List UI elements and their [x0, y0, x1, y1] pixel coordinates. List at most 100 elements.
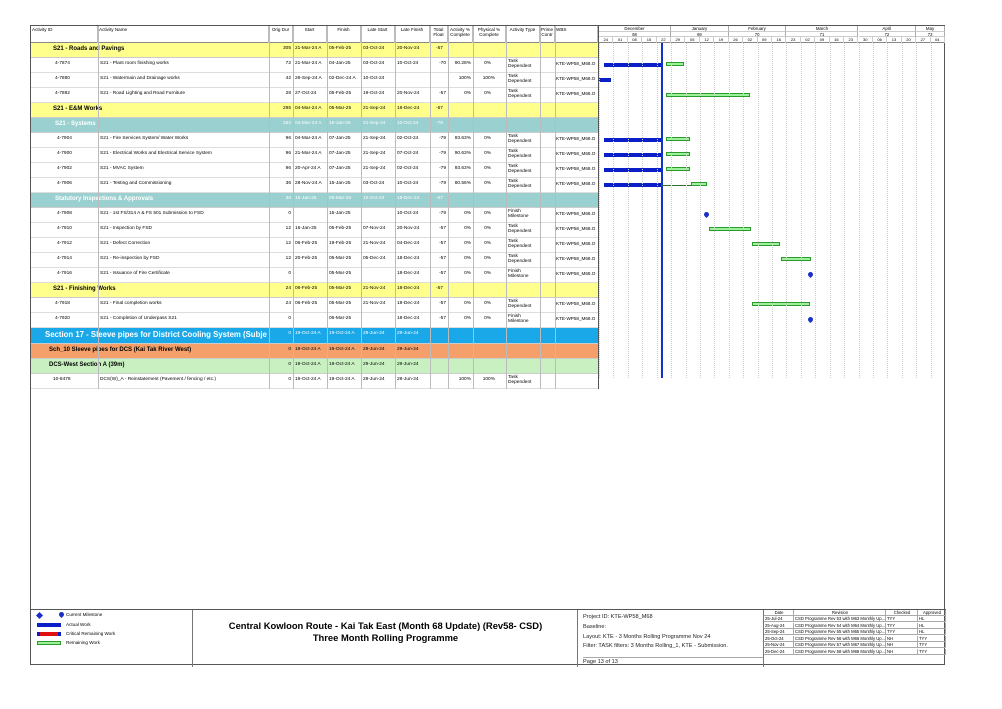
- row-activity-pct: 100%: [458, 377, 471, 382]
- table-row[interactable]: 4-7910 S21 - Inspection by FSD 12 16-Jan…: [31, 223, 598, 238]
- table-row[interactable]: 4-7916 S21 - Issuance of Fire Certificat…: [31, 268, 598, 283]
- timescale-week: 02: [743, 37, 758, 43]
- col-orig-dur[interactable]: Orig Dur: [269, 26, 293, 43]
- data-date-line: [661, 43, 663, 378]
- band-title: DCS-West Section A (39m): [49, 362, 125, 368]
- timescale-month: January: [671, 26, 729, 32]
- col-physical-pct[interactable]: Physical % Complete: [473, 26, 506, 43]
- remaining-work-bar: [666, 62, 684, 66]
- row-type: Finish Milestone: [508, 269, 529, 279]
- band-start: 19-Oct-24 A: [295, 362, 321, 367]
- grid-line: [599, 43, 600, 378]
- row-dur: 24: [285, 301, 291, 306]
- timescale-week: 08: [628, 37, 643, 43]
- col-late-finish[interactable]: Late Finish: [395, 26, 430, 43]
- remaining-work-bar: [752, 302, 810, 306]
- row-dur: 96: [285, 151, 291, 156]
- table-row[interactable]: 4-7912 S21 - Defect Correction 12 06-Feb…: [31, 238, 598, 253]
- milestone-diamond-icon: [35, 611, 44, 620]
- band-dur: 305: [282, 46, 291, 51]
- band-systems[interactable]: S21 - Systems 262 04-Mar-24 A 15-Jan-25 …: [31, 118, 598, 133]
- col-total-float[interactable]: Total Float: [430, 26, 448, 43]
- band-dur: 295: [282, 106, 291, 111]
- row-wbs: KTE-WP58_M68.O: [556, 91, 596, 96]
- row-id: 4-7918: [55, 301, 70, 306]
- band-roads-pavings[interactable]: S21 - Roads and Pavings 305 21-Mar-24 A …: [31, 43, 598, 58]
- row-id: 4-7902: [57, 166, 72, 171]
- table-row[interactable]: 4-7908 S21 - 1st FS/314 A & FS 501 Submi…: [31, 208, 598, 223]
- row-activity-pct: 0%: [464, 91, 471, 96]
- row-id: 4-7874: [55, 61, 70, 66]
- row-physical-pct: 0%: [484, 181, 491, 186]
- table-row[interactable]: 4-7900 S21 - Electrical Works and Electr…: [31, 148, 598, 163]
- band-title: S21 - Roads and Pavings: [53, 46, 125, 52]
- row-id: 4-7908: [57, 211, 72, 216]
- band-statutory-inspections[interactable]: Statutory Inspections & Approvals 36 15-…: [31, 193, 598, 208]
- table-row[interactable]: 4-7880 S21 - Watermain and Drainage work…: [31, 73, 598, 88]
- row-late-finish: 07-Oct-24: [397, 151, 419, 156]
- table-row[interactable]: 4-7904 S21 - Fire Services System/ Water…: [31, 133, 598, 148]
- table-row[interactable]: 4-7906 S21 - Testing and Commissioning 3…: [31, 178, 598, 193]
- row-activity-pct: 0%: [464, 211, 471, 216]
- row-dur: 28: [285, 91, 291, 96]
- title-box: [193, 610, 578, 667]
- col-activity-pct[interactable]: Activity % Complete: [448, 26, 473, 43]
- row-activity-pct: 80.56%: [454, 181, 471, 186]
- col-activity-id[interactable]: Activity ID: [31, 26, 98, 43]
- table-row[interactable]: 4-7902 S21 - MVAC System 96 20-Apr-24 A …: [31, 163, 598, 178]
- grid-line: [743, 43, 745, 378]
- row-id: 4-7910: [57, 226, 72, 231]
- col-divider: [98, 26, 99, 389]
- band-dcs-west[interactable]: DCS-West Section A (39m) 0 19-Oct-24 A 1…: [31, 359, 598, 374]
- table-row[interactable]: 10-8478 DCS(W)_A - Reinstatement (Paveme…: [31, 374, 598, 389]
- revision-row: 25-Dec-24 CSD Programme Rev 58 with M68 M…: [764, 648, 946, 655]
- row-late-start: [363, 313, 395, 328]
- row-late-start: 21-Sep-24: [363, 136, 386, 141]
- col-start[interactable]: Start: [293, 26, 327, 43]
- timescale-week: 09: [758, 37, 772, 43]
- milestone-icon: [806, 315, 815, 324]
- table-row[interactable]: 4-7918 S21 - Final completion works 24 0…: [31, 298, 598, 313]
- timescale-week: 15: [642, 37, 657, 43]
- timescale-period: 73: [916, 32, 945, 37]
- grid-line: [714, 43, 716, 378]
- band-em-works[interactable]: S21 - E&M Works 295 04-Mar-24 A 05-Mar-2…: [31, 103, 598, 118]
- row-type: Task Dependent: [508, 254, 532, 264]
- band-section-17[interactable]: Section 17 - Sleeve pipes for District C…: [31, 328, 598, 344]
- band-title: S21 - E&M Works: [53, 106, 103, 112]
- band-finish: 05-Feb-25: [329, 46, 352, 51]
- band-late-finish: 29-Jun-24: [397, 362, 419, 367]
- col-finish[interactable]: Finish: [327, 26, 361, 43]
- remaining-work-bar: [781, 257, 811, 261]
- band-sch10[interactable]: Sch_10 Sleeve pipes for DCS (Kai Tak Riv…: [31, 344, 598, 359]
- row-late-finish: 29-Jun-24: [397, 377, 419, 382]
- row-wbs: KTE-WP58_M68.O: [556, 226, 596, 231]
- table-row[interactable]: 4-7914 S21 - Re-inspection by FSD 12 20-…: [31, 253, 598, 268]
- row-activity-pct: 100%: [458, 76, 471, 81]
- col-divider: [506, 26, 507, 389]
- gantt-timescale: December 68 January 69 February 70 March 71 Apri…: [599, 26, 945, 43]
- row-finish: 07-Jan-25: [329, 151, 351, 156]
- col-prime-contr[interactable]: Prime Contr: [540, 26, 555, 43]
- band-finishing-works[interactable]: S21 - Finishing Works 24 06-Feb-25 05-Ma…: [31, 283, 598, 298]
- timescale-week: 16: [830, 37, 845, 43]
- row-float: -70: [439, 61, 446, 66]
- row-name: S21 - MVAC System: [100, 166, 144, 171]
- timescale-period: 72: [858, 32, 917, 37]
- col-activity-name[interactable]: Activity Name: [98, 26, 269, 43]
- row-name: S21 - Re-inspection by FSD: [100, 256, 160, 261]
- row-float: -57: [439, 226, 446, 231]
- table-row[interactable]: 4-7882 S21 - Road Lighting and Road Furn…: [31, 88, 598, 103]
- grid-line: [656, 43, 658, 378]
- table-row[interactable]: 4-7920 S21 - Completion of Underpass S21…: [31, 313, 598, 328]
- col-late-start[interactable]: Late Start: [361, 26, 395, 43]
- row-name: S21 - 1st FS/314 A & FS 501 Submission t…: [100, 211, 204, 216]
- revision-cell: HL: [918, 622, 946, 629]
- row-type: Task Dependent: [508, 375, 532, 385]
- row-type: Task Dependent: [508, 224, 532, 234]
- row-id: 4-7906: [57, 181, 72, 186]
- col-activity-type[interactable]: Activity Type: [506, 26, 540, 43]
- col-wbs[interactable]: WBS: [555, 26, 598, 43]
- row-float: -57: [439, 241, 446, 246]
- table-row[interactable]: 4-7874 S21 - Plant room finishing works …: [31, 58, 598, 73]
